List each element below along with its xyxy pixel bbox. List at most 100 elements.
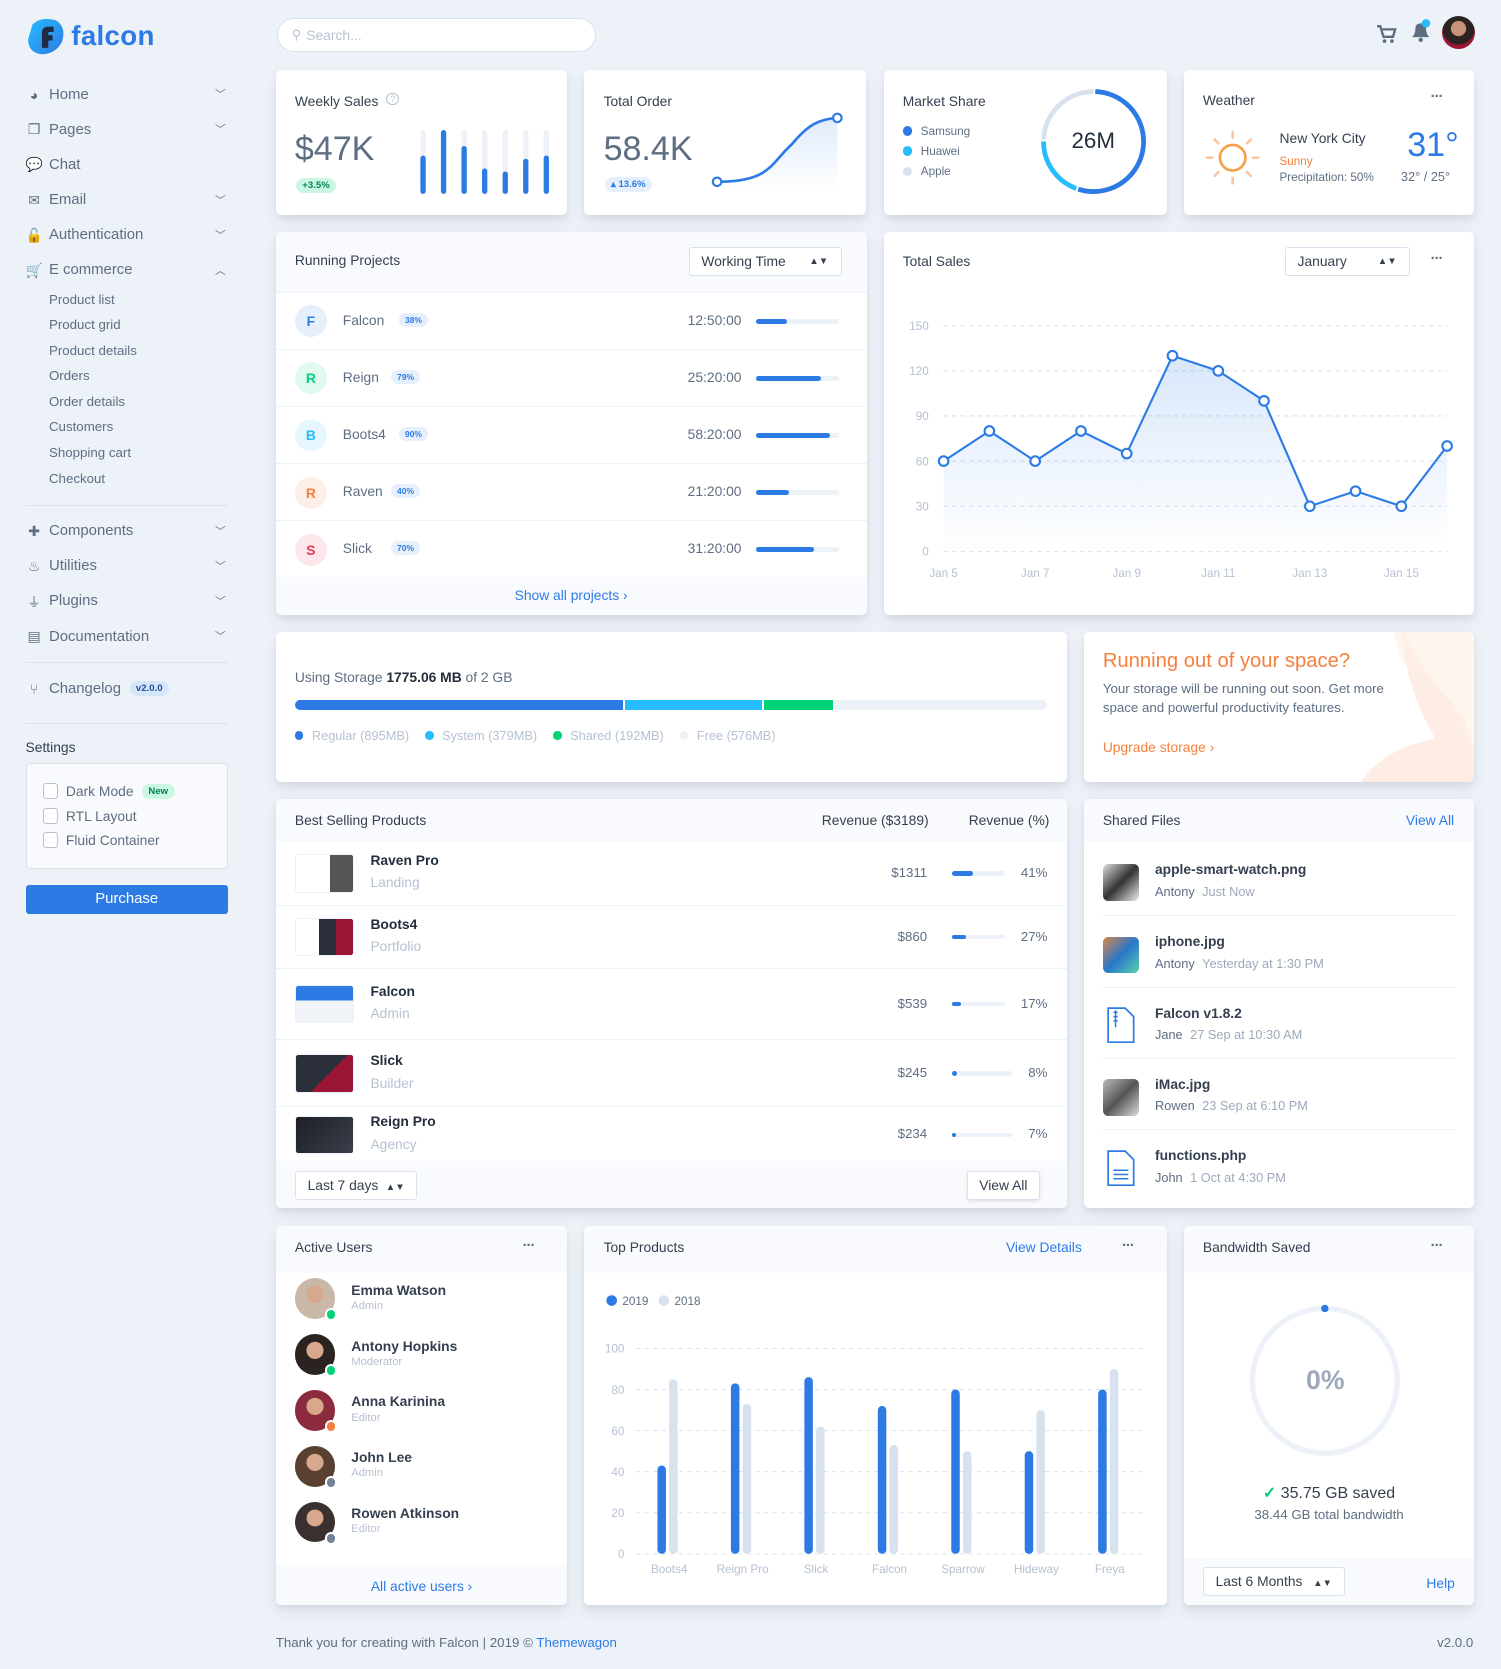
plug-icon: ⏚ [27,594,41,611]
sidebar-item-authentication[interactable]: 🔓 Authentication ﹀ [25,224,228,247]
file-time: Yesterday at 1:30 PM [1202,955,1324,971]
bandwidth-total: 38.44 GB total bandwidth [1254,1507,1404,1523]
product-row[interactable]: Slick Builder $245 8% [275,1038,1067,1106]
search-icon: ⚲ [291,27,301,43]
x-tick-label: Hideway [1014,1563,1059,1576]
column-header-revenue[interactable]: Revenue ($3189) [821,812,929,829]
user-name[interactable]: Antony Hopkins [351,1337,458,1354]
view-all-button[interactable]: View All [966,1170,1041,1200]
file-row[interactable]: iMac.jpg Rowen 23 Sep at 6:10 PM [1102,1058,1456,1129]
show-all-projects-link[interactable]: Show all projects › [275,576,867,616]
sidebar-subitem-product-details[interactable]: Product details [48,342,137,358]
bell-icon[interactable] [1409,18,1432,45]
period-select[interactable]: Last 7 days ▲▼ [294,1170,418,1200]
product-row[interactable]: Raven Pro Landing $1311 41% [276,842,1067,905]
user-avatar[interactable] [294,1278,338,1322]
project-row[interactable]: R Raven 40% 21:20:00 [275,462,867,520]
bar-slick-2019 [804,1377,814,1555]
weekly-bar [502,171,508,194]
sidebar-item-label: Changelog [48,680,121,697]
file-row[interactable]: Falcon v1.8.2 Jane 27 Sep at 10:30 AM [1102,986,1456,1058]
project-row[interactable]: B Boots4 90% 58:20:00 [275,405,867,463]
sidebar-subitem-customers[interactable]: Customers [48,419,114,435]
sidebar-item-documentation[interactable]: ▤ Documentation ﹀ [26,625,228,648]
sidebar-subitem-order-details[interactable]: Order details [48,393,126,409]
checkbox[interactable] [42,807,59,824]
weather-range: 32° / 25° [1400,169,1451,185]
user-avatar[interactable] [294,1446,338,1489]
product-row[interactable]: Boots4 Portfolio $860 27% [275,904,1067,968]
more-options-icon[interactable]: ··· [1121,1238,1135,1254]
view-details-link[interactable]: View Details [1005,1239,1082,1256]
user-name[interactable]: Rowen Atkinson [351,1505,460,1522]
sidebar-item-plugins[interactable]: ⏚ Plugins ﹀ [26,590,228,613]
user-name[interactable]: John Lee [351,1449,412,1466]
code-branch-icon: ⑂ [29,680,39,697]
sidebar-subitem-product-grid[interactable]: Product grid [48,317,121,333]
themewagon-link[interactable]: Themewagon [536,1635,617,1651]
more-options-icon[interactable]: ··· [1430,89,1444,106]
user-name[interactable]: Anna Karinina [351,1393,446,1410]
project-progress-bar [755,433,839,438]
setting-dark-mode[interactable]: Dark Mode New [42,783,175,800]
legend-label: 2018 [675,1295,701,1308]
sidebar-subitem-orders[interactable]: Orders [48,368,90,384]
user-avatar[interactable] [294,1390,338,1433]
sidebar-item-e-commerce[interactable]: 🛒 E commerce ︿ [25,259,228,282]
more-options-icon[interactable]: ··· [1430,251,1444,268]
sidebar-divider [25,722,228,724]
weekly-sales-bars [420,129,550,194]
brand-logo[interactable]: falcon [26,16,155,56]
help-link[interactable]: Help [1426,1575,1455,1592]
sidebar-item-changelog[interactable]: ⑂ Changelog v2.0.0 [26,677,228,700]
upgrade-storage-link[interactable]: Upgrade storage › [1103,739,1214,755]
avatar[interactable] [1442,15,1476,49]
more-options-icon[interactable]: ··· [1430,1238,1444,1254]
search-input[interactable]: ⚲ Search... [276,18,597,53]
user-avatar[interactable] [294,1502,338,1545]
gauge-progress [1321,1304,1330,1312]
file-meta: Rowen 23 Sep at 6:10 PM [1155,1098,1308,1113]
sidebar-subitem-product-list[interactable]: Product list [48,291,115,307]
file-row[interactable]: functions.php John 1 Oct at 4:30 PM [1102,1129,1456,1200]
sidebar-item-utilities[interactable]: ♨ Utilities ﹀ [26,555,228,578]
total-order-value: 58.4K [603,129,693,168]
checkbox[interactable] [42,832,59,849]
bandwidth-saved-text: ✓ 35.75 GB saved [1184,1483,1475,1503]
x-tick-label: Reign Pro [717,1563,769,1576]
more-options-icon[interactable]: ··· [522,1238,536,1254]
product-name: Boots4 [370,915,418,932]
setting-rtl-layout[interactable]: RTL Layout [42,807,137,824]
column-header-revenue-percent[interactable]: Revenue (%) [968,812,1050,829]
view-all-link[interactable]: View All [1405,812,1455,829]
user-avatar[interactable] [294,1334,338,1377]
sidebar-item-pages[interactable]: ❐ Pages ﹀ [26,118,228,141]
status-indicator [324,1364,338,1377]
cart-icon[interactable] [1376,23,1398,44]
month-select[interactable]: January ▲▼ [1284,246,1411,276]
working-time-select[interactable]: Working Time ▲▼ [688,246,842,276]
sidebar-item-components[interactable]: ✚ Components ﹀ [26,519,228,542]
file-row[interactable]: apple-smart-watch.png Antony Just Now [1102,844,1455,915]
product-row[interactable]: Falcon Admin $539 17% [275,967,1067,1039]
project-row[interactable]: R Reign 79% 25:20:00 [275,348,867,406]
sidebar-subitem-shopping-cart[interactable]: Shopping cart [48,444,132,460]
user-name[interactable]: Emma Watson [351,1281,447,1298]
checkbox[interactable] [42,783,59,800]
sidebar-item-chat[interactable]: 💬 Chat [25,153,228,176]
all-active-users-link[interactable]: All active users › [275,1564,568,1606]
question-circle-icon[interactable]: ? [386,92,400,106]
line-area [943,355,1447,552]
sidebar-item-email[interactable]: ✉ Email ﹀ [26,188,228,211]
sidebar-item-home[interactable]: ◕ Home ﹀ [26,83,228,106]
setting-fluid-container[interactable]: Fluid Container [42,832,160,849]
period-select[interactable]: Last 6 Months ▲▼ [1202,1566,1345,1596]
purchase-button[interactable]: Purchase [25,884,228,915]
file-row[interactable]: iphone.jpg Antony Yesterday at 1:30 PM [1102,915,1456,986]
product-row[interactable]: Reign Pro Agency $234 7% [275,1106,1067,1161]
falcon-logo-icon [27,18,63,55]
project-row[interactable]: S Slick 70% 31:20:00 [275,519,867,577]
settings-panel: Dark Mode New RTL Layout Fluid Container [25,763,228,869]
sidebar-subitem-checkout[interactable]: Checkout [48,470,106,486]
project-row[interactable]: F Falcon 38% 12:50:00 [275,291,867,349]
